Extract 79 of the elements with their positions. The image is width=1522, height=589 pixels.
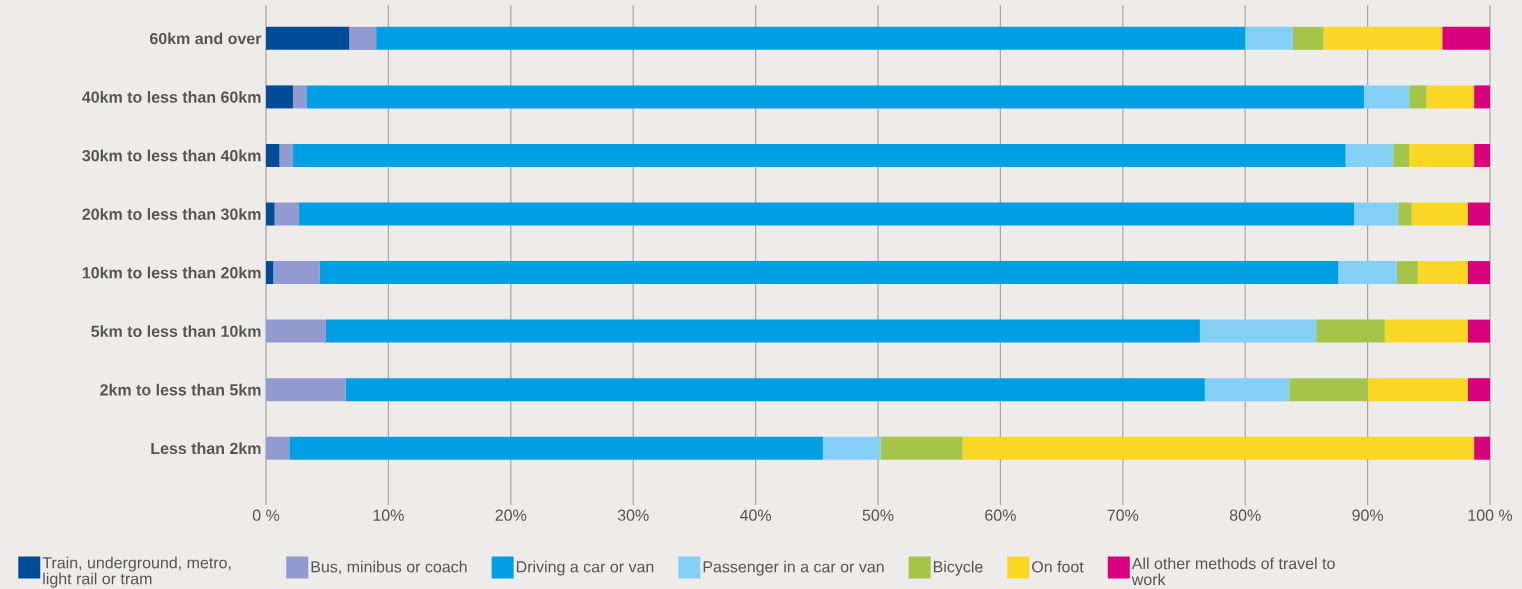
bar	[325, 319, 1200, 343]
bar	[1367, 378, 1468, 402]
bar	[1467, 261, 1490, 285]
x-tick-label: 40%	[739, 509, 772, 521]
y-tick-label: 10km to less than 20km	[82, 266, 261, 279]
bar	[1467, 319, 1490, 343]
bar	[1363, 85, 1410, 109]
y-tick-label: 2km to less than 5km	[100, 383, 261, 396]
bar	[1474, 85, 1490, 109]
y-tick-label: 30km to less than 40km	[82, 149, 261, 162]
bar	[1409, 143, 1475, 167]
bar	[1316, 319, 1385, 343]
y-tick-label: Less than 2km	[151, 442, 261, 455]
x-tick-label: 70%	[1107, 509, 1139, 521]
bar	[1442, 26, 1490, 50]
bar	[1417, 261, 1468, 285]
bar	[266, 319, 326, 343]
bar	[266, 378, 346, 402]
y-tick-label: 20km to less than 30km	[82, 208, 261, 220]
x-tick-label: 50%	[862, 509, 894, 521]
bar	[319, 261, 1339, 285]
legend-label: Train, underground, metro, light rail or tram	[42, 556, 231, 588]
y-tick-label: 60km and over	[150, 32, 262, 45]
bar	[274, 202, 300, 226]
bar	[292, 143, 1346, 167]
bar	[1199, 319, 1317, 343]
legend-label: Bus, minibus or coach	[311, 560, 467, 575]
y-tick-label: 40km to less than 60km	[82, 91, 261, 103]
bar	[266, 261, 274, 285]
bar	[349, 26, 377, 50]
bar	[1338, 261, 1397, 285]
bar	[1411, 202, 1468, 226]
bar	[1467, 202, 1490, 226]
x-tick-label: 20%	[495, 509, 527, 521]
bar	[880, 436, 963, 460]
bar	[279, 143, 293, 167]
bar	[1426, 85, 1475, 109]
bar	[1204, 378, 1290, 402]
bar	[1393, 143, 1410, 167]
bar	[1354, 202, 1399, 226]
bar	[822, 436, 881, 460]
y-tick-label: 5km to less than 10km	[91, 325, 261, 337]
bar	[1398, 202, 1412, 226]
bar	[1289, 378, 1368, 402]
legend-label: Driving a car or van	[516, 560, 654, 576]
bar	[1345, 143, 1394, 167]
bar	[299, 202, 1355, 226]
bar	[266, 85, 293, 109]
x-tick-label: 100 %	[1468, 509, 1513, 521]
legend-label: On foot	[1032, 560, 1084, 573]
x-tick-label: 60%	[985, 509, 1016, 521]
bar	[1245, 26, 1293, 50]
bar	[1409, 85, 1427, 109]
bar	[306, 85, 1364, 109]
bar	[266, 436, 290, 460]
bar	[1467, 378, 1490, 402]
bar	[289, 436, 823, 460]
bar	[1474, 436, 1490, 460]
bar	[1474, 143, 1490, 167]
x-tick-label: 80%	[1229, 509, 1261, 521]
x-tick-label: 90%	[1352, 509, 1384, 521]
legend-label: All other methods of travel to work	[1131, 557, 1335, 586]
bar	[1396, 261, 1418, 285]
bar	[266, 202, 275, 226]
legend-label: Bicycle	[933, 560, 983, 576]
bar	[292, 85, 307, 109]
bar	[1323, 26, 1443, 50]
bar	[1384, 319, 1468, 343]
x-tick-label: 30%	[617, 509, 649, 521]
bar	[266, 143, 280, 167]
bar	[962, 436, 1475, 460]
bar	[345, 378, 1205, 402]
x-tick-label: 10%	[373, 509, 404, 521]
legend-label: Passenger in a car or van	[703, 560, 884, 576]
bar	[273, 261, 320, 285]
x-tick-label: 0 %	[252, 509, 280, 521]
bar	[266, 26, 350, 50]
bar	[1292, 26, 1324, 50]
bar	[376, 26, 1246, 50]
